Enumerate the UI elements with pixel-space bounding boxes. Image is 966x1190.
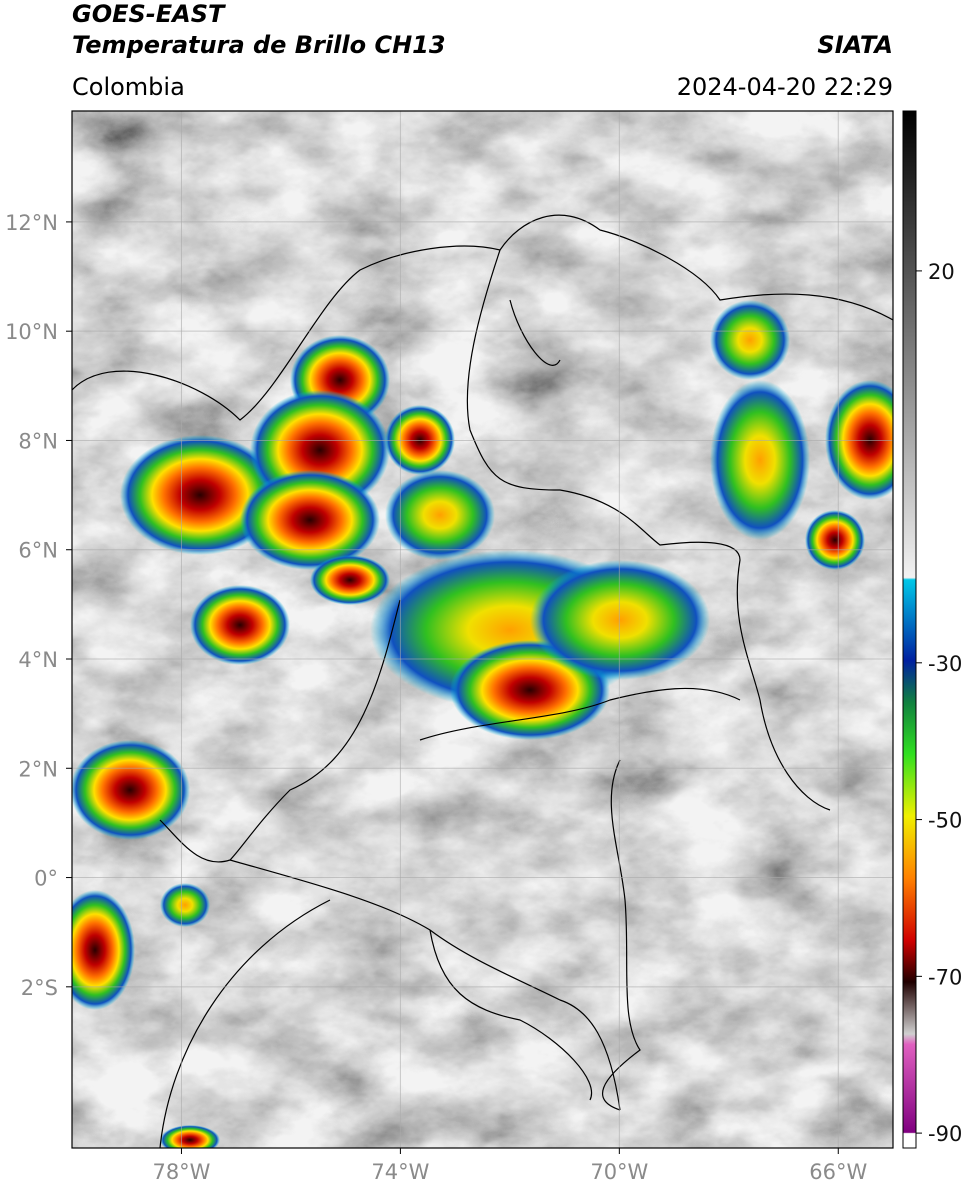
- y-tick-label: 0°: [34, 867, 58, 891]
- y-tick-label: 4°N: [18, 648, 58, 672]
- y-tick-label: 2°S: [21, 976, 58, 1000]
- x-tick-label: 70°W: [590, 1160, 648, 1184]
- x-tick-label: 78°W: [152, 1160, 210, 1184]
- grid: [72, 111, 893, 1148]
- colorbar-tick-label: -70: [928, 965, 962, 989]
- x-tick-label: 66°W: [809, 1160, 867, 1184]
- map-frame: [71, 110, 894, 1149]
- x-tick-label: 74°W: [371, 1160, 429, 1184]
- y-tick-label: 2°N: [18, 757, 58, 781]
- y-tick-label: 8°N: [18, 429, 58, 453]
- y-tick-label: 12°N: [5, 211, 58, 235]
- borders: [72, 214, 893, 1148]
- colorbar-tick-label: -50: [928, 809, 962, 833]
- satellite-image: [72, 111, 893, 1148]
- datetime: 2024-04-20 22:29: [677, 73, 893, 101]
- y-tick-label: 10°N: [5, 320, 58, 344]
- source: SIATA: [817, 31, 893, 59]
- satellite: GOES-EAST: [72, 0, 226, 28]
- ticks: 78°W 74°W 70°W 66°W 12°N 10°N 8°N 6°N 4°N 2°N 0° 2°…: [5, 211, 962, 1184]
- region: Colombia: [72, 73, 185, 101]
- product: Temperatura de Brillo CH13: [72, 31, 446, 59]
- colorbar-tick-label: 20: [928, 260, 955, 284]
- colorbar-tick-label: -30: [928, 652, 962, 676]
- colorbar-tick-label: -90: [928, 1122, 962, 1146]
- y-tick-label: 6°N: [18, 539, 58, 563]
- colorbar: [902, 110, 917, 1149]
